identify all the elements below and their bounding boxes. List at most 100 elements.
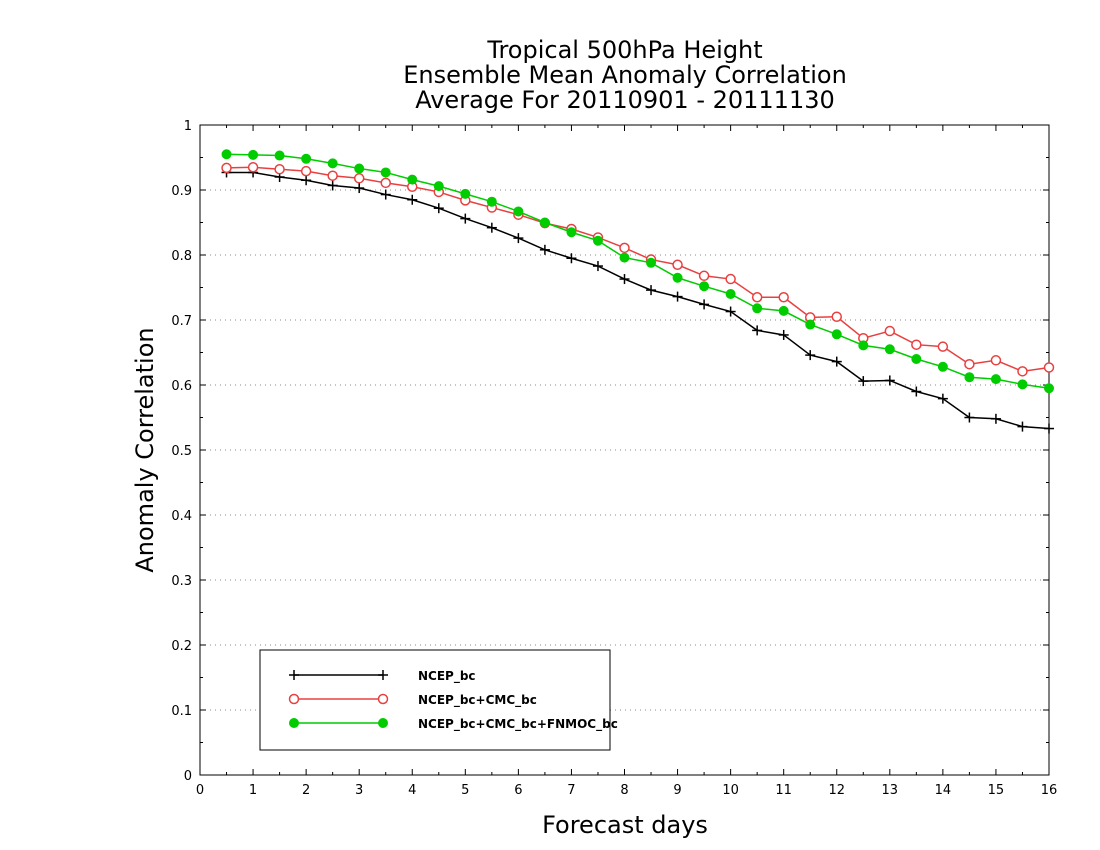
legend-marker-start (289, 670, 299, 680)
x-tick-label: 9 (673, 783, 681, 798)
data-point (486, 222, 497, 233)
x-tick-label: 3 (355, 783, 363, 798)
legend-marker-end (378, 670, 388, 680)
x-tick-label: 7 (567, 783, 575, 798)
data-point (725, 273, 736, 285)
data-point (1017, 366, 1028, 377)
data-point (248, 149, 259, 160)
data-point (937, 393, 948, 404)
data-point (752, 303, 763, 314)
data-point (858, 376, 869, 387)
data-point (805, 319, 816, 330)
data-point (354, 163, 365, 174)
data-point (619, 242, 630, 254)
data-point (646, 285, 657, 296)
data-point (937, 361, 948, 372)
legend-marker-end (377, 693, 389, 705)
data-point (990, 374, 1001, 385)
data-point (1017, 379, 1028, 390)
data-point (539, 244, 550, 255)
legend-marker-start (289, 718, 299, 728)
y-tick-label: 0.8 (171, 249, 192, 264)
x-tick-label: 1 (249, 783, 257, 798)
data-point (831, 311, 842, 322)
data-point (725, 306, 736, 317)
y-axis-label: Anomaly Correlation (131, 327, 159, 572)
legend-marker-start (288, 693, 300, 705)
legend-label: NCEP_bc (418, 669, 476, 684)
y-tick-label: 0.9 (171, 184, 192, 199)
x-tick-label: 0 (196, 783, 204, 798)
data-point (619, 274, 630, 285)
chart-title-line: Ensemble Mean Anomaly Correlation (403, 61, 847, 89)
x-tick-label: 10 (722, 783, 739, 798)
data-point (646, 257, 657, 268)
data-point (911, 354, 922, 364)
legend-marker-end (378, 718, 388, 728)
data-point (1017, 421, 1028, 432)
data-point (699, 299, 710, 310)
y-tick-label: 0.2 (171, 639, 192, 654)
data-point (433, 181, 444, 192)
x-tick-label: 12 (828, 783, 845, 798)
data-point (380, 167, 391, 178)
x-tick-label: 5 (461, 783, 469, 798)
data-point (407, 174, 418, 185)
data-point (380, 189, 391, 200)
x-axis-ticks: 0 1 2 3 4 5 6 7 8 9 10 11 12 13 14 15 16 (196, 125, 1057, 798)
series-layer (221, 149, 1055, 434)
data-point (884, 325, 896, 337)
data-point (964, 412, 975, 423)
series-1 (221, 162, 1055, 377)
data-point (964, 372, 975, 383)
data-point (460, 213, 471, 224)
y-tick-label: 0.4 (171, 509, 192, 524)
data-point (964, 358, 975, 370)
data-point (221, 149, 232, 160)
data-point (566, 253, 577, 264)
y-tick-label: 0.6 (171, 379, 192, 394)
data-point (698, 270, 710, 282)
data-point (858, 340, 869, 351)
data-point (353, 173, 365, 184)
data-point (513, 233, 524, 244)
data-point (407, 194, 418, 205)
data-point (592, 235, 603, 246)
y-tick-label: 1 (184, 119, 192, 134)
data-point (990, 355, 1002, 366)
data-point (699, 281, 710, 292)
x-tick-label: 13 (882, 783, 899, 798)
data-point (937, 341, 949, 352)
y-tick-label: 0.7 (171, 314, 192, 329)
data-point (327, 170, 338, 181)
data-point (619, 252, 630, 263)
data-point (566, 227, 577, 238)
data-point (751, 292, 763, 303)
data-point (327, 158, 338, 169)
data-point (592, 261, 603, 272)
legend-box (259, 649, 611, 751)
data-point (247, 162, 259, 173)
data-point (778, 305, 789, 316)
data-point (911, 339, 922, 350)
data-point (460, 188, 471, 199)
data-point (486, 196, 497, 207)
y-axis-ticks: 0 0.1 0.2 0.3 0.4 0.5 0.6 0.7 0.8 0.9 1 (171, 119, 1049, 784)
data-point (513, 206, 524, 217)
series-0 (221, 167, 1054, 434)
data-point (672, 272, 683, 283)
series-line (226, 171, 1050, 430)
data-point (672, 291, 683, 302)
legend-label: NCEP_bc+CMC_bc+FNMOC_bc (418, 717, 618, 732)
x-tick-label: 4 (408, 783, 416, 798)
chart-title-line: Tropical 500hPa Height (486, 36, 762, 64)
data-point (301, 175, 312, 186)
data-point (300, 165, 312, 177)
y-tick-label: 0.5 (171, 444, 192, 459)
series-2 (221, 149, 1054, 394)
data-point (884, 375, 895, 386)
x-axis-label: Forecast days (542, 811, 708, 839)
legend: NCEP_bc NCEP_bc+CMC_bc NCEP_bc+CMC_bc+FNMO… (259, 649, 618, 751)
series-line (226, 166, 1050, 373)
